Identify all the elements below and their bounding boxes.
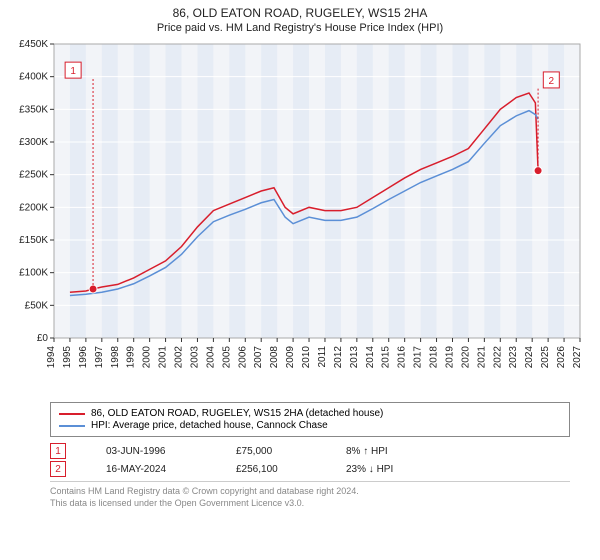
svg-text:1: 1	[70, 66, 76, 77]
marker-row: 2 16-MAY-2024 £256,100 23% ↓ HPI	[50, 461, 570, 477]
svg-text:1995: 1995	[62, 346, 73, 369]
svg-text:2003: 2003	[189, 346, 200, 369]
chart-container: 86, OLD EATON ROAD, RUGELEY, WS15 2HA Pr…	[0, 0, 600, 513]
svg-text:£50K: £50K	[25, 300, 49, 311]
legend-label: HPI: Average price, detached house, Cann…	[91, 420, 328, 431]
svg-text:2018: 2018	[429, 346, 440, 369]
svg-text:1998: 1998	[110, 346, 121, 369]
svg-text:2017: 2017	[413, 346, 424, 369]
svg-text:2024: 2024	[524, 346, 535, 369]
marker-price: £256,100	[236, 464, 306, 475]
svg-text:£0: £0	[37, 333, 49, 344]
svg-text:2009: 2009	[285, 346, 296, 369]
svg-text:2019: 2019	[444, 346, 455, 369]
svg-text:2021: 2021	[476, 346, 487, 369]
svg-text:2025: 2025	[540, 346, 551, 369]
title-line2: Price paid vs. HM Land Registry's House …	[10, 22, 590, 34]
svg-text:2007: 2007	[253, 346, 264, 369]
footer: Contains HM Land Registry data © Crown c…	[50, 481, 570, 509]
svg-text:2015: 2015	[381, 346, 392, 369]
footer-line2: This data is licensed under the Open Gov…	[50, 498, 570, 510]
title-block: 86, OLD EATON ROAD, RUGELEY, WS15 2HA Pr…	[10, 6, 590, 34]
svg-text:2005: 2005	[221, 346, 232, 369]
marker-table: 1 03-JUN-1996 £75,000 8% ↑ HPI 2 16-MAY-2024 £…	[50, 443, 570, 477]
marker-date: 16-MAY-2024	[106, 464, 196, 475]
svg-text:2013: 2013	[349, 346, 360, 369]
svg-text:£150K: £150K	[19, 235, 48, 246]
svg-text:2014: 2014	[365, 346, 376, 369]
legend-swatch	[59, 413, 85, 415]
marker-badge: 2	[50, 461, 66, 477]
svg-text:1999: 1999	[126, 346, 137, 369]
svg-text:2011: 2011	[317, 346, 328, 368]
marker-badge: 1	[50, 443, 66, 459]
svg-text:1996: 1996	[78, 346, 89, 369]
svg-text:2026: 2026	[556, 346, 567, 369]
svg-text:£300K: £300K	[19, 137, 48, 148]
chart-area: £0 £50K £100K £150K £200K £250K £300K £350K £400…	[10, 38, 590, 398]
svg-text:£250K: £250K	[19, 170, 48, 181]
legend-swatch	[59, 425, 85, 427]
legend-label: 86, OLD EATON ROAD, RUGELEY, WS15 2HA (d…	[91, 408, 383, 419]
svg-text:2000: 2000	[142, 346, 153, 369]
svg-text:2020: 2020	[460, 346, 471, 369]
svg-text:2022: 2022	[492, 346, 503, 369]
svg-text:2001: 2001	[158, 346, 169, 369]
marker-hpi: 23% ↓ HPI	[346, 464, 393, 475]
svg-text:2008: 2008	[269, 346, 280, 369]
svg-text:£100K: £100K	[19, 268, 48, 279]
legend-row: HPI: Average price, detached house, Cann…	[59, 420, 561, 431]
svg-text:1997: 1997	[94, 346, 105, 369]
svg-text:2027: 2027	[572, 346, 583, 369]
title-line1: 86, OLD EATON ROAD, RUGELEY, WS15 2HA	[10, 6, 590, 20]
svg-text:2002: 2002	[174, 346, 185, 369]
legend-row: 86, OLD EATON ROAD, RUGELEY, WS15 2HA (d…	[59, 408, 561, 419]
marker-row: 1 03-JUN-1996 £75,000 8% ↑ HPI	[50, 443, 570, 459]
svg-text:2016: 2016	[397, 346, 408, 369]
svg-text:2: 2	[549, 76, 555, 87]
footer-line1: Contains HM Land Registry data © Crown c…	[50, 486, 570, 498]
svg-text:2012: 2012	[333, 346, 344, 369]
svg-text:1994: 1994	[46, 346, 57, 369]
svg-text:£450K: £450K	[19, 39, 48, 50]
legend: 86, OLD EATON ROAD, RUGELEY, WS15 2HA (d…	[50, 402, 570, 437]
svg-text:2006: 2006	[237, 346, 248, 369]
chart-svg: £0 £50K £100K £150K £200K £250K £300K £350K £400…	[10, 38, 590, 398]
svg-text:£400K: £400K	[19, 72, 48, 83]
marker-hpi: 8% ↑ HPI	[346, 446, 388, 457]
marker-date: 03-JUN-1996	[106, 446, 196, 457]
svg-text:2010: 2010	[301, 346, 312, 369]
marker-price: £75,000	[236, 446, 306, 457]
svg-text:£200K: £200K	[19, 202, 48, 213]
svg-text:2004: 2004	[205, 346, 216, 369]
svg-text:£350K: £350K	[19, 104, 48, 115]
svg-text:2023: 2023	[508, 346, 519, 369]
